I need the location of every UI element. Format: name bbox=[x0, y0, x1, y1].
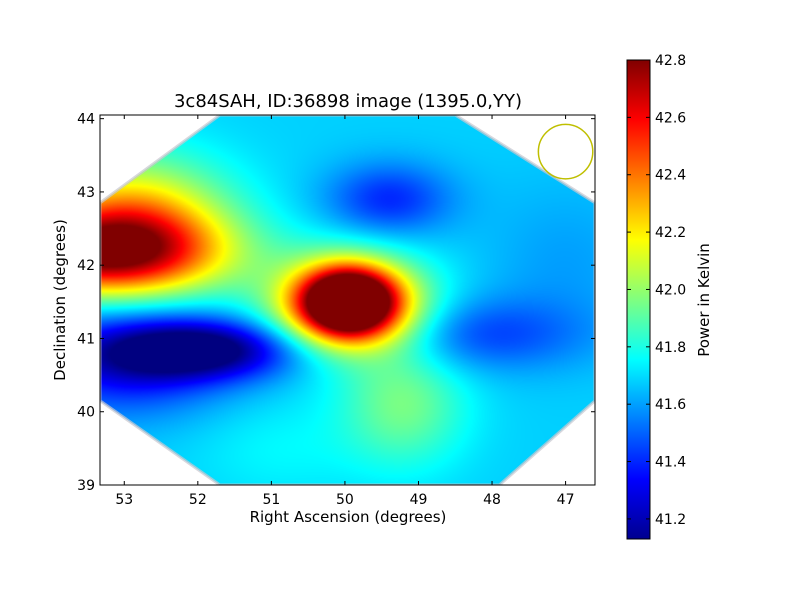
x-tick-label: 47 bbox=[557, 492, 575, 508]
x-axis: 53 52 51 50 49 48 47 bbox=[115, 115, 574, 508]
footprint-edge bbox=[100, 115, 595, 485]
colorbar-tick-label: 41.8 bbox=[655, 340, 686, 356]
heatmap-area bbox=[100, 115, 595, 485]
y-tick-label: 41 bbox=[77, 331, 95, 347]
x-tick-label: 48 bbox=[483, 492, 501, 508]
colorbar-tick-label: 42.2 bbox=[655, 225, 686, 241]
plot-frame bbox=[99, 114, 596, 486]
x-tick-label: 53 bbox=[115, 492, 133, 508]
y-tick-label: 42 bbox=[77, 258, 95, 274]
y-tick-label: 40 bbox=[77, 405, 95, 421]
colorbar-gradient bbox=[626, 59, 651, 540]
y-axis: 39 40 41 42 43 44 bbox=[77, 112, 595, 494]
y-tick-label: 44 bbox=[77, 112, 95, 128]
x-tick-label: 50 bbox=[336, 492, 354, 508]
beam-marker bbox=[537, 123, 594, 180]
colorbar-tick-label: 42.8 bbox=[655, 53, 686, 69]
x-tick-label: 49 bbox=[410, 492, 428, 508]
colorbar-label: Power in Kelvin bbox=[695, 243, 713, 357]
y-tick-label: 43 bbox=[77, 185, 95, 201]
colorbar: 41.2 41.4 41.6 41.8 42.0 42.2 42.4 42.6 42.8 Pow… bbox=[626, 53, 713, 540]
colorbar-tick-label: 42.6 bbox=[655, 110, 686, 126]
colorbar-ticks: 41.2 41.4 41.6 41.8 42.0 42.2 42.4 42.6 42.8 bbox=[627, 53, 686, 528]
y-tick-label: 39 bbox=[77, 478, 95, 494]
colorbar-tick-label: 42.0 bbox=[655, 282, 686, 298]
heatmap-image bbox=[100, 115, 595, 485]
x-tick-label: 51 bbox=[262, 492, 280, 508]
y-axis-label: Declination (degrees) bbox=[51, 219, 69, 381]
colorbar-tick-label: 42.4 bbox=[655, 168, 686, 184]
x-axis-label: Right Ascension (degrees) bbox=[250, 508, 447, 526]
x-tick-label: 52 bbox=[189, 492, 207, 508]
colorbar-tick-label: 41.4 bbox=[655, 455, 686, 471]
chart-title: 3c84SAH, ID:36898 image (1395.0,YY) bbox=[174, 91, 522, 112]
colorbar-tick-label: 41.2 bbox=[655, 512, 686, 528]
colorbar-tick-label: 41.6 bbox=[655, 397, 686, 413]
